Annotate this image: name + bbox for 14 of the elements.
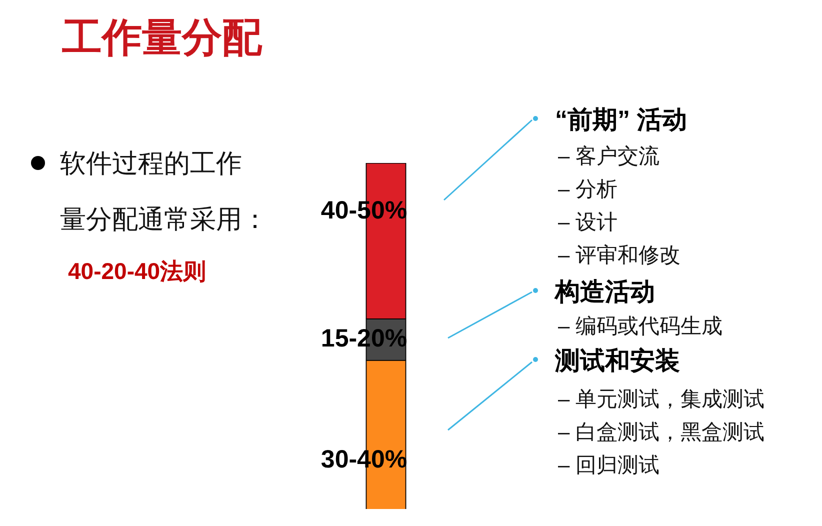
text: – 白盒测试，黑盒测试: [558, 420, 765, 446]
text: 构造活动: [555, 277, 655, 308]
chart-title: 工作量分配: [62, 15, 262, 62]
text: – 设计: [558, 210, 618, 236]
text: – 编码或代码生成: [558, 314, 723, 340]
text: 软件过程的工作量分配通常采用：: [60, 147, 269, 236]
text: – 分析: [558, 177, 618, 203]
text: – 单元测试，集成测试: [558, 387, 765, 413]
text: 测试和安装: [555, 346, 680, 377]
text: – 客户交流: [558, 144, 660, 170]
text: 40-20-40法则: [68, 257, 206, 286]
text: “前期” 活动: [555, 105, 687, 136]
text: – 回归测试: [558, 453, 660, 479]
text: – 评审和修改: [558, 243, 681, 269]
